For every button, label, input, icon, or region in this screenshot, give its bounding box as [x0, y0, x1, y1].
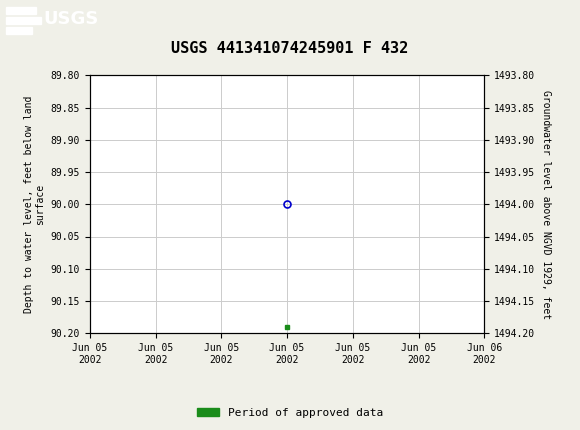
Bar [6, 17, 41, 24]
Y-axis label: Groundwater level above NGVD 1929, feet: Groundwater level above NGVD 1929, feet [541, 90, 550, 319]
Text: USGS 441341074245901 F 432: USGS 441341074245901 F 432 [171, 41, 409, 56]
Y-axis label: Depth to water level, feet below land
surface: Depth to water level, feet below land su… [24, 95, 45, 313]
Legend: Period of approved data: Period of approved data [193, 403, 387, 422]
Bar [6, 7, 36, 14]
Text: USGS: USGS [44, 10, 99, 28]
Bar [6, 27, 32, 34]
